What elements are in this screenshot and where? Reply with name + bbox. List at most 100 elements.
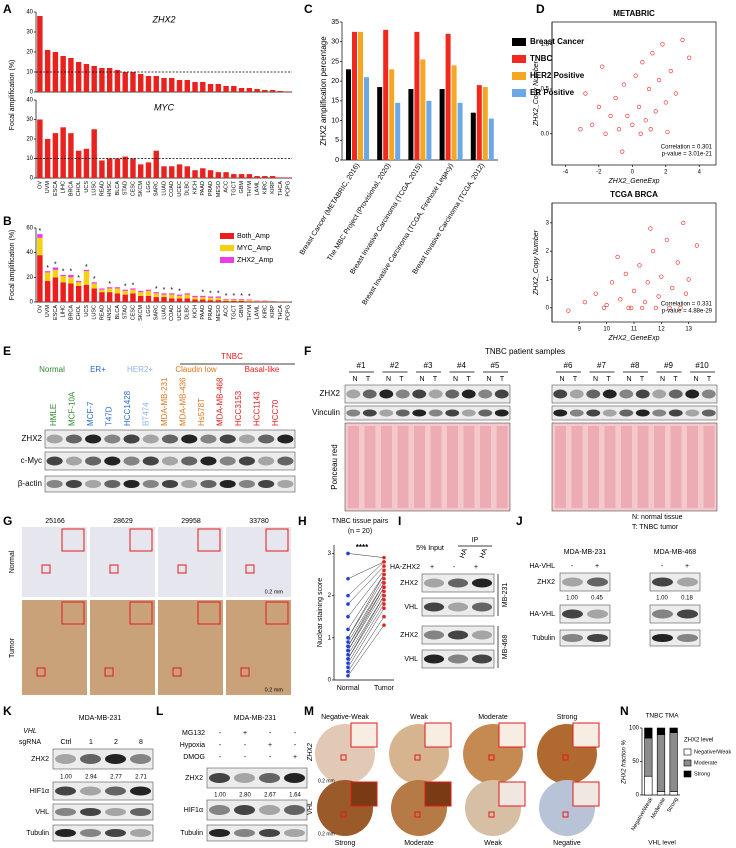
roi: [172, 667, 182, 677]
y-tick-label: 30: [26, 30, 33, 36]
roi: [245, 564, 255, 574]
bar: [457, 102, 463, 160]
inset: [61, 601, 85, 625]
roi: [104, 667, 114, 677]
legend-label: Breast Cancer: [530, 37, 584, 46]
band: [238, 456, 255, 466]
band: [447, 654, 469, 664]
significance: *: [93, 276, 96, 283]
band: [478, 409, 493, 417]
band: [259, 829, 280, 837]
legend-label: Both_Amp: [237, 233, 270, 240]
bar-segment: [161, 297, 167, 302]
x-tick-label: LAML: [255, 181, 261, 195]
band: [105, 808, 126, 816]
band: [277, 480, 294, 488]
y-tick-label: 3: [546, 220, 550, 226]
x-tick-label: STAD: [123, 181, 129, 195]
point: [603, 131, 608, 136]
x-tick-label: THYM: [247, 181, 253, 197]
column-label: Strong: [557, 714, 578, 721]
bar: [231, 86, 237, 92]
bar-segment: [122, 294, 128, 302]
point: [382, 581, 386, 585]
bar-segment: [262, 300, 268, 302]
band: [379, 409, 394, 417]
bar: [207, 170, 214, 178]
band: [130, 829, 151, 837]
bar-segment: [669, 727, 678, 733]
blot: [344, 405, 511, 421]
panel-label: M: [304, 704, 314, 718]
bar-segment: [114, 293, 121, 302]
scale-bar: 0.2 mm: [318, 778, 335, 784]
x-tick-label: BRCA: [68, 305, 74, 321]
bar-segment: [75, 282, 82, 286]
legend-swatch: [220, 233, 234, 239]
significance: *: [85, 264, 88, 271]
sign: +: [293, 754, 297, 761]
significance: *: [232, 293, 235, 300]
bar-segment: [231, 299, 237, 301]
group-label: ER+: [90, 365, 106, 374]
band: [234, 829, 255, 837]
bar-segment: [169, 298, 175, 302]
x-tick-label: -4: [563, 170, 569, 176]
bar: [83, 64, 90, 92]
x-tick-label: TGCT: [231, 180, 237, 196]
bar-segment: [238, 298, 245, 300]
note: N: normal tissue: [632, 514, 683, 521]
inset: [498, 781, 526, 807]
point: [346, 614, 350, 619]
patient-label: #6: [564, 361, 573, 370]
quant: 2.94: [85, 775, 97, 781]
bar-segment: [231, 298, 237, 300]
pair-line: [347, 578, 385, 638]
legend-swatch: [512, 38, 526, 46]
lane-label: HCC70: [271, 399, 280, 426]
row-label: c-Myc: [21, 456, 42, 465]
y-tick-label: 25: [331, 58, 339, 65]
bar-segment: [114, 288, 121, 294]
ponceau-lane: [555, 426, 566, 508]
bar: [269, 90, 276, 92]
lane-label: N: [386, 376, 391, 383]
point: [618, 297, 623, 302]
band: [447, 578, 469, 588]
bar-segment: [145, 290, 152, 296]
bar-segment: [145, 295, 152, 302]
panel-label: F: [304, 344, 311, 358]
row-label: VHL: [404, 656, 418, 663]
x-tick-label: LGG: [146, 181, 152, 193]
point: [637, 263, 642, 268]
sign: -: [294, 742, 297, 749]
band: [181, 480, 198, 488]
y-tick-label: 2: [546, 249, 550, 255]
quant: 0.45: [591, 596, 603, 602]
lane-label: HA: [459, 547, 469, 559]
row-label: VHL: [404, 604, 418, 611]
x-tick-label: 4: [698, 170, 702, 176]
x-tick-label: HNSC: [107, 181, 113, 197]
panel-label: I: [398, 514, 401, 528]
bar-segment: [184, 298, 190, 302]
roi: [109, 564, 119, 574]
band: [200, 480, 217, 488]
point: [694, 243, 699, 248]
point: [382, 606, 386, 611]
bar-segment: [83, 284, 90, 302]
row-label: ZHX2: [185, 775, 203, 782]
point: [382, 602, 386, 606]
point: [630, 122, 635, 127]
band: [46, 456, 63, 466]
lane-label: 2: [114, 739, 118, 746]
roi: [36, 667, 46, 677]
band: [258, 480, 275, 488]
roi: [340, 754, 347, 761]
annotation: Correlation = 0.301: [661, 145, 713, 151]
x-tick-label: 11: [631, 327, 638, 333]
y-axis-label: Focal amplification (%): [9, 230, 16, 301]
point: [346, 602, 350, 606]
x-tick-label: PRAD: [208, 181, 214, 196]
point: [610, 280, 615, 285]
